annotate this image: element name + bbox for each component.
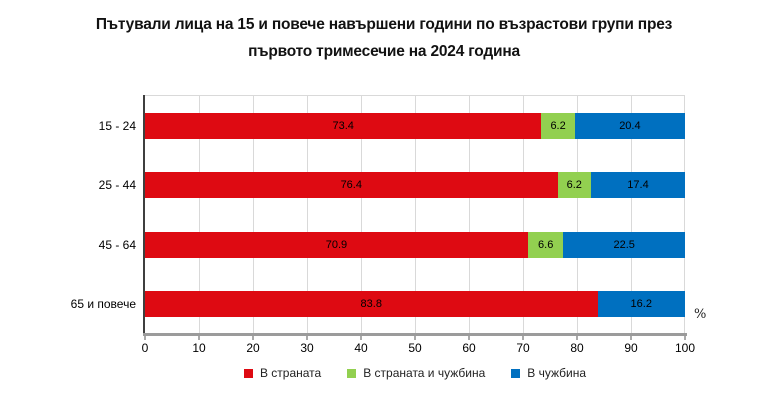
bar-value-label: 6.6 bbox=[538, 238, 554, 251]
bar-segment-series-3: 17.4 bbox=[591, 172, 685, 199]
chart-title-line2: първото тримесечие на 2024 година bbox=[248, 43, 520, 60]
axis-tick bbox=[360, 336, 362, 340]
bar-segment-series-1: 73.4 bbox=[145, 112, 542, 139]
bar-value-label: 20.4 bbox=[619, 119, 641, 132]
category-label: 25 - 44 bbox=[98, 178, 136, 193]
bar-value-label: 6.2 bbox=[566, 179, 582, 192]
bar-value-label: 70.9 bbox=[325, 238, 348, 251]
gridline bbox=[361, 96, 362, 334]
bar-stack: 83.8 16.2 bbox=[145, 291, 685, 318]
axis-tick bbox=[576, 336, 578, 340]
bar-value-label: 6.2 bbox=[550, 119, 566, 132]
gridline bbox=[631, 96, 632, 334]
gridline bbox=[684, 96, 685, 334]
bar-segment-series-3: 16.2 bbox=[597, 291, 685, 318]
bar-segment-series-2: 6.2 bbox=[557, 172, 592, 199]
bar-segment-series-1: 70.9 bbox=[145, 231, 528, 258]
axis-tick-label: 80 bbox=[570, 341, 584, 355]
category-label: 45 - 64 bbox=[98, 237, 136, 252]
axis-tick bbox=[522, 336, 524, 340]
axis-tick-label: 60 bbox=[462, 341, 476, 355]
gridline bbox=[307, 96, 308, 334]
bar-stack: 70.9 6.6 22.5 bbox=[145, 231, 685, 258]
bar-row: 45 - 64 70.9 6.6 22.5 bbox=[99, 215, 685, 275]
x-axis-ticks bbox=[144, 336, 686, 341]
axis-tick bbox=[468, 336, 470, 340]
legend-swatch-series-1 bbox=[243, 368, 253, 378]
bar-segment-series-2: 6.2 bbox=[541, 112, 575, 139]
gridline bbox=[577, 96, 578, 334]
plot-area: 15 - 24 73.4 6.2 20.4 25 - 44 76.4 6.2 17.4 45 -… bbox=[71, 95, 685, 335]
category-label: 65 и повече bbox=[70, 297, 136, 312]
legend-label: В страната bbox=[259, 366, 322, 380]
legend-item: В чужбина bbox=[511, 366, 586, 380]
axis-tick bbox=[252, 336, 254, 340]
x-axis-tick-labels: 0 10 20 30 40 50 60 70 80 90 100 bbox=[141, 341, 695, 355]
axis-tick bbox=[630, 336, 632, 340]
axis-tick-label: 10 bbox=[192, 341, 206, 355]
bar-segment-series-2: 6.6 bbox=[527, 231, 564, 258]
bar-stack: 76.4 6.2 17.4 bbox=[145, 172, 685, 199]
legend-item: В страната bbox=[243, 366, 322, 380]
axis-tick-label: 70 bbox=[516, 341, 530, 355]
gridline bbox=[523, 96, 524, 334]
axis-tick bbox=[306, 336, 308, 340]
gridline-layer bbox=[145, 96, 685, 334]
bar-value-label: 16.2 bbox=[630, 298, 652, 311]
legend-swatch-series-2 bbox=[347, 368, 357, 378]
legend: В страната В страната и чужбина В чужбина bbox=[145, 366, 685, 380]
axis-tick-label: 20 bbox=[246, 341, 260, 355]
chart-title-line1: Пътували лица на 15 и повече навършени г… bbox=[95, 16, 673, 33]
y-axis-line bbox=[143, 95, 145, 334]
bar-stack: 73.4 6.2 20.4 bbox=[145, 112, 685, 139]
category-label: 15 - 24 bbox=[98, 118, 136, 133]
bar-value-label: 22.5 bbox=[613, 238, 635, 251]
bar-row: 25 - 44 76.4 6.2 17.4 bbox=[99, 156, 685, 216]
chart-title: Пътували лица на 15 и повече навършени г… bbox=[0, 11, 768, 65]
x-axis-line bbox=[143, 333, 687, 336]
legend-label: В страната и чужбина bbox=[363, 366, 486, 380]
bar-value-label: 73.4 bbox=[332, 119, 354, 132]
axis-tick bbox=[684, 336, 686, 340]
bar-rows: 15 - 24 73.4 6.2 20.4 25 - 44 76.4 6.2 17.4 45 -… bbox=[71, 96, 685, 335]
axis-tick-label: 0 bbox=[141, 341, 149, 355]
axis-tick-label: 30 bbox=[300, 341, 314, 355]
gridline bbox=[253, 96, 254, 334]
bar-segment-series-1: 76.4 bbox=[145, 172, 558, 199]
bar-row: 15 - 24 73.4 6.2 20.4 bbox=[99, 96, 685, 156]
bar-value-label: 17.4 bbox=[627, 179, 649, 192]
percent-unit-label: % bbox=[694, 307, 707, 322]
bar-value-label: 83.8 bbox=[360, 298, 382, 311]
axis-tick bbox=[198, 336, 200, 340]
legend-label: В чужбина bbox=[527, 366, 587, 380]
axis-tick bbox=[144, 336, 146, 340]
bar-segment-series-3: 20.4 bbox=[574, 112, 685, 139]
bar-row: 65 и повече 83.8 16.2 bbox=[71, 275, 685, 335]
bar-segment-series-1: 83.8 bbox=[145, 291, 598, 318]
axis-tick-label: 50 bbox=[408, 341, 422, 355]
bar-segment-series-3: 22.5 bbox=[563, 231, 685, 258]
bar-value-label: 76.4 bbox=[340, 179, 362, 192]
axis-tick-label: 40 bbox=[354, 341, 368, 355]
axis-tick-label: 100 bbox=[674, 341, 696, 355]
gridline bbox=[199, 96, 200, 334]
legend-item: В страната и чужбина bbox=[347, 366, 485, 380]
axis-tick bbox=[414, 336, 416, 340]
gridline bbox=[469, 96, 470, 334]
legend-swatch-series-3 bbox=[511, 368, 521, 378]
axis-tick-label: 90 bbox=[624, 341, 638, 355]
gridline bbox=[415, 96, 416, 334]
